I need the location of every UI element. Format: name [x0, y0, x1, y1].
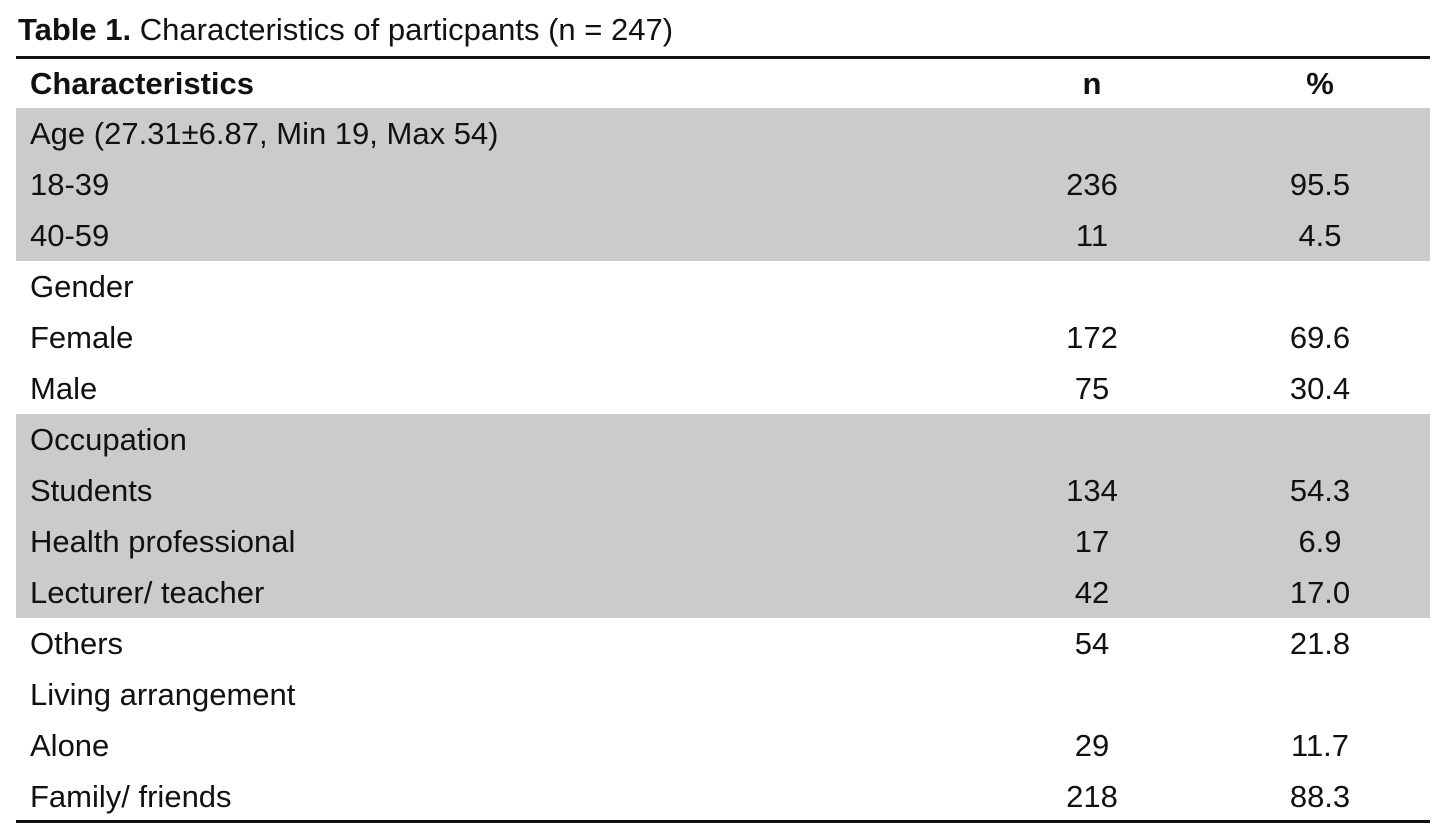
table-row: Gender	[16, 261, 1430, 312]
label-cell: 18-39	[30, 167, 110, 202]
n-cell: 54	[1074, 626, 1110, 661]
label-cell: Family/ friends	[30, 779, 232, 814]
table-row: Others 54 21.8	[16, 618, 1430, 669]
n-cell: 134	[1066, 473, 1118, 508]
n-cell: 42	[1074, 575, 1110, 610]
table-row: Male 75 30.4	[16, 363, 1430, 414]
label-cell: Alone	[30, 728, 110, 763]
pct-cell: 17.0	[1289, 575, 1351, 610]
pct-cell: 4.5	[1298, 218, 1342, 253]
n-cell: 236	[1066, 167, 1118, 202]
table-row: Living arrangement	[16, 669, 1430, 720]
top-rule	[16, 56, 1430, 59]
n-cell: 172	[1066, 320, 1118, 355]
pct-cell: 54.3	[1289, 473, 1351, 508]
n-cell: 11	[1075, 218, 1109, 253]
bottom-rule	[16, 820, 1430, 823]
table-row: Health professional 17 6.9	[16, 516, 1430, 567]
label-cell: Living arrangement	[30, 677, 296, 712]
label-cell: Occupation	[30, 422, 187, 457]
label-cell: Male	[30, 371, 98, 406]
label-cell: Lecturer/ teacher	[30, 575, 265, 610]
table-row: Occupation	[16, 414, 1430, 465]
pct-cell: 30.4	[1289, 371, 1351, 406]
n-cell: 218	[1066, 779, 1118, 814]
table-row: Family/ friends 218 88.3	[16, 771, 1430, 822]
label-cell: 40-59	[30, 218, 110, 253]
pct-cell: 95.5	[1289, 167, 1351, 202]
caption-label: Table 1.	[18, 12, 132, 47]
table-row: 18-39 236 95.5	[16, 159, 1430, 210]
caption: Table 1. Characteristics of particpants …	[18, 12, 673, 48]
n-cell: 75	[1074, 371, 1110, 406]
table-row: Students 134 54.3	[16, 465, 1430, 516]
pct-cell: 88.3	[1289, 779, 1351, 814]
pct-cell: 69.6	[1289, 320, 1351, 355]
label-cell: Age (27.31±6.87, Min 19, Max 54)	[30, 116, 499, 151]
header-cell: %	[1306, 66, 1334, 101]
n-cell: 29	[1074, 728, 1110, 763]
pct-cell: 21.8	[1289, 626, 1351, 661]
label-cell: Female	[30, 320, 134, 355]
header-cell: n	[1082, 66, 1102, 101]
table-row: 40-59 11 4.5	[16, 210, 1430, 261]
header-row: Characteristics n%	[16, 58, 1430, 109]
header-cell: Characteristics	[30, 66, 255, 101]
label-cell: Students	[30, 473, 153, 508]
table-row: Age (27.31±6.87, Min 19, Max 54)	[16, 108, 1430, 159]
caption-text: Characteristics of particpants (n = 247)	[139, 12, 674, 47]
table-row: Lecturer/ teacher 42 17.0	[16, 567, 1430, 618]
table-row: Alone 29 11.7	[16, 720, 1430, 771]
n-cell: 17	[1074, 524, 1110, 559]
label-cell: Health professional	[30, 524, 296, 559]
table-row: Female 172 69.6	[16, 312, 1430, 363]
pct-cell: 11.7	[1290, 728, 1350, 763]
label-cell: Others	[30, 626, 124, 661]
pct-cell: 6.9	[1298, 524, 1342, 559]
label-cell: Gender	[30, 269, 134, 304]
